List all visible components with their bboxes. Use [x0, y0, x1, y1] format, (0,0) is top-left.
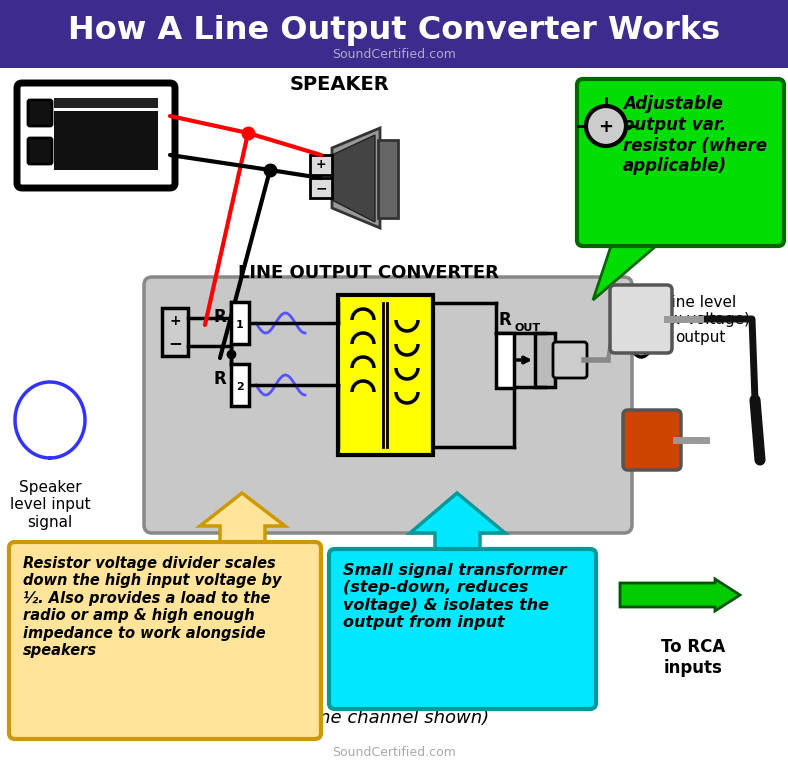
FancyBboxPatch shape	[553, 342, 587, 378]
FancyBboxPatch shape	[610, 285, 672, 353]
Bar	[54, 111, 158, 170]
Text: +: +	[599, 118, 614, 136]
Text: SoundCertified.com: SoundCertified.com	[332, 48, 456, 62]
Text: −: −	[168, 334, 182, 352]
Text: Resistor voltage divider scales
down the high input voltage by
½. Also provides : Resistor voltage divider scales down the…	[23, 556, 281, 658]
Circle shape	[586, 106, 626, 146]
Text: To RCA
inputs: To RCA inputs	[661, 638, 725, 677]
Text: Adjustable
output var.
resistor (where
applicable): Adjustable output var. resistor (where a…	[623, 95, 767, 176]
Text: R: R	[499, 311, 511, 329]
FancyBboxPatch shape	[17, 83, 175, 188]
Bar	[496, 332, 514, 388]
Polygon shape	[410, 493, 505, 555]
Bar	[310, 155, 332, 175]
Text: OUT: OUT	[515, 323, 541, 333]
Text: Speaker
level input
signal: Speaker level input signal	[9, 480, 91, 530]
FancyArrow shape	[620, 579, 740, 611]
FancyBboxPatch shape	[623, 410, 681, 470]
Bar	[162, 308, 188, 356]
Text: LINE OUTPUT CONVERTER: LINE OUTPUT CONVERTER	[237, 264, 499, 282]
Polygon shape	[332, 135, 375, 222]
Text: (One channel shown): (One channel shown)	[299, 709, 489, 727]
Text: +: +	[316, 158, 326, 172]
FancyBboxPatch shape	[144, 277, 632, 533]
FancyBboxPatch shape	[577, 79, 784, 246]
FancyBboxPatch shape	[28, 138, 52, 164]
FancyBboxPatch shape	[28, 100, 52, 126]
Polygon shape	[593, 240, 663, 300]
Bar	[231, 364, 249, 406]
Text: −: −	[315, 181, 327, 195]
Bar	[338, 295, 433, 455]
Text: SoundCertified.com: SoundCertified.com	[332, 746, 456, 758]
Text: SPEAKER: SPEAKER	[290, 76, 390, 94]
Text: Line level
(low voltage)
output: Line level (low voltage) output	[650, 295, 750, 345]
Bar	[54, 98, 158, 108]
Bar	[231, 302, 249, 344]
Text: Small signal transformer
(step-down, reduces
voltage) & isolates the
output from: Small signal transformer (step-down, red…	[343, 563, 567, 630]
Bar	[535, 333, 555, 387]
Text: 1: 1	[236, 320, 243, 330]
Text: R: R	[214, 370, 226, 388]
Bar	[0, 0, 788, 68]
Bar	[378, 140, 398, 218]
Text: 2: 2	[236, 382, 243, 392]
Text: +: +	[169, 314, 180, 328]
Bar	[310, 178, 332, 198]
Text: How A Line Output Converter Works: How A Line Output Converter Works	[68, 15, 720, 45]
Polygon shape	[200, 493, 285, 548]
FancyBboxPatch shape	[329, 549, 596, 709]
Text: R: R	[214, 308, 226, 326]
Polygon shape	[332, 128, 380, 228]
FancyBboxPatch shape	[9, 542, 321, 739]
